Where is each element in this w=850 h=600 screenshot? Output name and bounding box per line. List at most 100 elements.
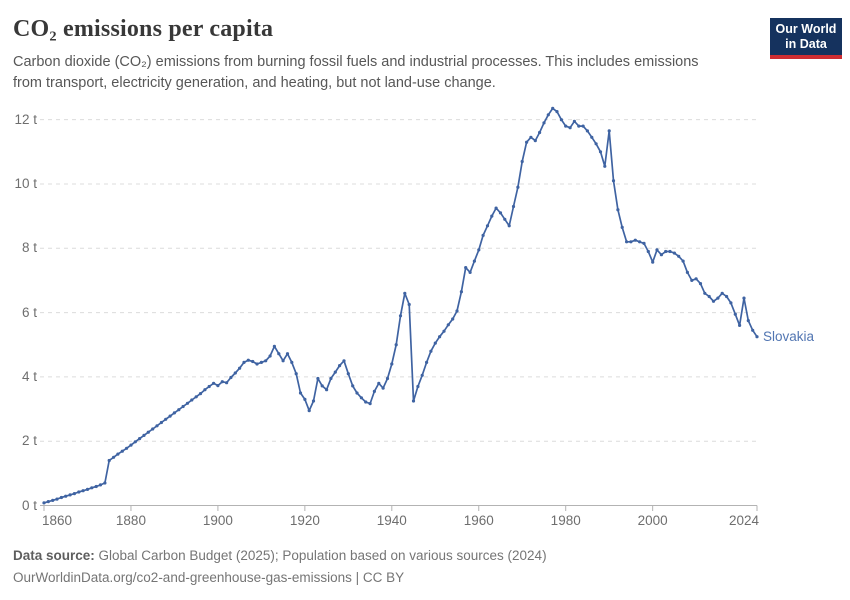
data-point bbox=[698, 282, 703, 286]
data-point bbox=[629, 240, 633, 244]
data-point bbox=[746, 319, 750, 323]
data-point bbox=[90, 486, 94, 490]
data-point bbox=[116, 452, 120, 456]
data-point bbox=[603, 164, 607, 168]
data-point bbox=[694, 277, 698, 281]
data-point bbox=[346, 372, 350, 376]
data-point bbox=[177, 408, 181, 412]
data-point bbox=[138, 437, 142, 441]
data-point bbox=[755, 335, 759, 339]
data-point bbox=[516, 185, 520, 189]
y-axis-tick-label: 12 t bbox=[14, 111, 37, 127]
data-point bbox=[120, 449, 124, 453]
data-point bbox=[203, 388, 207, 392]
chart-title: CO₂ emissions per capita bbox=[13, 16, 274, 42]
data-point bbox=[485, 224, 490, 228]
x-axis-tick-label: 2000 bbox=[637, 513, 668, 528]
source-label: Data source: bbox=[13, 548, 95, 563]
data-point bbox=[594, 142, 598, 146]
data-point bbox=[646, 249, 650, 254]
data-point bbox=[238, 366, 242, 370]
data-point bbox=[107, 458, 111, 463]
data-point bbox=[664, 249, 668, 254]
data-point bbox=[416, 384, 420, 389]
data-point bbox=[464, 266, 468, 270]
data-point bbox=[438, 335, 442, 339]
data-point bbox=[268, 354, 272, 358]
data-point bbox=[429, 349, 433, 353]
data-point bbox=[672, 251, 677, 255]
data-point bbox=[568, 126, 572, 130]
grid-layer bbox=[40, 119, 758, 511]
owid-logo-line1: Our World bbox=[775, 22, 837, 36]
data-point bbox=[151, 427, 155, 431]
data-point bbox=[164, 417, 168, 421]
data-point bbox=[320, 384, 324, 388]
data-point bbox=[425, 360, 429, 364]
data-point bbox=[259, 360, 263, 364]
data-point bbox=[572, 119, 577, 123]
data-point bbox=[207, 384, 211, 389]
x-axis-tick-label: 1960 bbox=[463, 513, 494, 528]
data-point bbox=[533, 139, 537, 143]
data-point bbox=[455, 309, 459, 313]
data-point bbox=[368, 402, 372, 406]
x-axis-tick-label: 2024 bbox=[728, 513, 759, 528]
data-point bbox=[651, 260, 655, 264]
data-point bbox=[390, 362, 394, 366]
data-point bbox=[529, 135, 533, 139]
data-point bbox=[351, 384, 355, 388]
y-axis-tick-label: 4 t bbox=[21, 368, 37, 384]
data-point bbox=[494, 206, 498, 210]
data-point bbox=[364, 400, 368, 404]
y-axis-tick-label: 0 t bbox=[21, 497, 37, 513]
data-point bbox=[711, 299, 716, 303]
x-axis-tick-label: 1900 bbox=[202, 513, 233, 528]
data-point bbox=[225, 381, 229, 385]
data-point bbox=[155, 424, 159, 428]
data-point bbox=[681, 259, 685, 263]
data-point bbox=[185, 401, 190, 405]
data-point bbox=[98, 483, 103, 487]
data-point bbox=[751, 328, 755, 332]
data-point bbox=[159, 420, 163, 425]
data-point bbox=[112, 455, 116, 459]
x-axis-tick-label: 1880 bbox=[115, 513, 146, 528]
series-layer bbox=[42, 106, 759, 505]
data-point bbox=[133, 440, 137, 444]
data-point bbox=[716, 296, 720, 300]
data-point bbox=[620, 225, 624, 229]
data-point bbox=[281, 359, 285, 363]
data-point bbox=[442, 329, 446, 333]
data-point bbox=[398, 314, 403, 318]
data-point bbox=[246, 358, 250, 362]
data-point bbox=[616, 208, 620, 212]
data-point bbox=[581, 124, 585, 128]
data-point bbox=[359, 396, 363, 400]
data-point bbox=[538, 130, 542, 135]
data-point bbox=[503, 217, 507, 221]
data-point bbox=[338, 364, 342, 368]
data-point bbox=[307, 409, 311, 413]
chart-subtitle: Carbon dioxide (CO₂) emissions from burn… bbox=[13, 54, 699, 91]
data-point bbox=[142, 433, 146, 437]
data-point bbox=[125, 446, 129, 450]
data-point bbox=[290, 360, 294, 364]
footer-license-link[interactable]: OurWorldinData.org/co2-and-greenhouse-ga… bbox=[13, 570, 405, 585]
owid-logo[interactable]: Our World in Data bbox=[770, 18, 842, 59]
data-point bbox=[55, 497, 59, 501]
data-point bbox=[611, 179, 616, 183]
line-slovakia bbox=[43, 107, 758, 504]
data-point bbox=[394, 343, 398, 347]
data-point bbox=[703, 291, 707, 295]
owid-logo-line2: in Data bbox=[785, 37, 827, 51]
data-point bbox=[103, 481, 107, 485]
data-point bbox=[355, 391, 359, 395]
data-point bbox=[433, 341, 437, 345]
data-point bbox=[546, 113, 550, 117]
data-point bbox=[168, 414, 172, 418]
data-point bbox=[325, 388, 329, 392]
data-point bbox=[216, 384, 220, 388]
data-point bbox=[94, 484, 98, 489]
data-point bbox=[303, 397, 307, 401]
